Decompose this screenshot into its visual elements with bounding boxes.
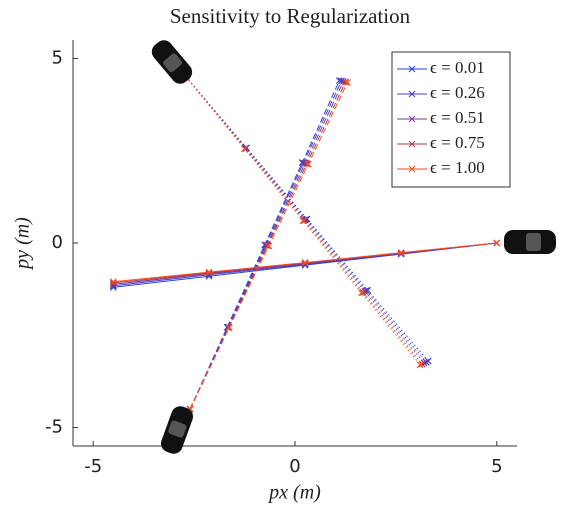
legend-marker [408,115,416,123]
point-marker [344,79,351,86]
legend: ϵ = 0.01 ϵ = 0.26 ϵ = 0.51 ϵ = 0.75 ϵ = 1.00 [391,51,511,188]
x-axis-label: px (m) [267,482,321,504]
point-marker [304,160,312,168]
legend-label: ϵ = 1.00 [430,158,485,177]
car-icon [151,40,193,84]
trajectory-line [185,76,421,366]
point-marker [397,249,405,257]
point-marker [225,324,233,331]
point-marker [241,145,248,153]
legend-label: ϵ = 0.01 [430,58,485,77]
legend-label: ϵ = 0.26 [430,83,485,102]
y-axis-label: py (m) [12,217,34,271]
point-marker [303,160,311,168]
y-tick-label: 0 [52,232,63,253]
point-marker [416,361,424,369]
point-marker [418,360,426,368]
point-marker [359,289,367,296]
car-icon [504,230,556,254]
chart-title: Sensitivity to Regularization [170,4,411,28]
y-tick-label: -5 [45,417,63,438]
point-marker [420,359,428,367]
y-tick-label: 5 [52,47,63,68]
point-marker [358,289,366,297]
point-marker [109,279,117,287]
point-marker [265,242,273,250]
point-marker [301,259,309,266]
x-tick-label: 0 [289,456,300,477]
point-marker [493,239,501,247]
legend-marker [408,165,416,173]
point-marker [342,78,349,86]
plot-area: -5 0 5 -5 0 5 [45,40,517,477]
legend-marker [408,65,416,73]
car-icon [160,406,194,454]
point-marker [109,278,117,286]
legend-marker [408,140,416,148]
point-marker [337,77,345,85]
x-tick-label: 5 [491,456,502,477]
point-marker [424,357,432,365]
legend-marker [408,90,416,98]
point-marker [299,217,307,225]
legend-label: ϵ = 0.75 [430,133,485,152]
point-marker [422,358,430,366]
x-tick-label: -5 [84,456,102,477]
point-marker [340,77,347,85]
legend-label: ϵ = 0.51 [430,108,485,127]
point-marker [205,268,213,276]
